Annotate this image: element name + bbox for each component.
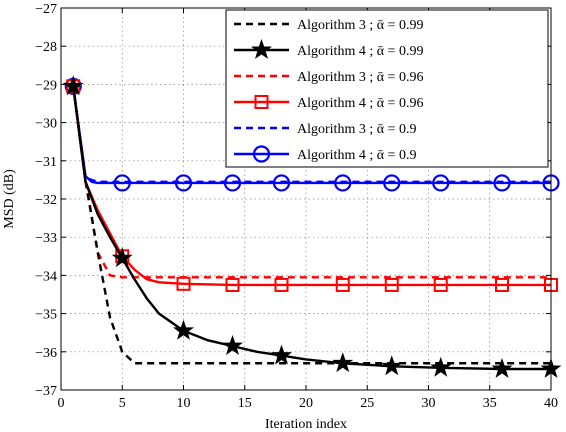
legend-marker-square: [254, 95, 269, 109]
data-point-circle: [432, 174, 450, 192]
data-point-circle: [383, 174, 401, 192]
y-tick-label: −37: [35, 384, 57, 399]
legend-label: Algorithm 3 ; ᾱ = 0.99: [297, 18, 423, 33]
x-tick-label: 15: [238, 396, 252, 411]
data-point-square: [384, 277, 399, 292]
legend-item: Algorithm 3 ; ᾱ = 0.99: [234, 18, 423, 33]
legend-marker-circle: [252, 145, 271, 163]
data-point-star: [271, 344, 292, 365]
legend-label: Algorithm 3 ; ᾱ = 0.96: [297, 70, 423, 85]
legend-label: Algorithm 4 ; ᾱ = 0.99: [297, 44, 423, 59]
x-tick-label: 5: [119, 396, 126, 411]
legend-item: Algorithm 3 ; ᾱ = 0.96: [234, 70, 423, 85]
series-layer: [62, 75, 562, 378]
y-axis-label: MSD (dB): [2, 169, 17, 229]
data-point-square: [335, 277, 350, 292]
y-tick-label: −36: [35, 346, 57, 361]
y-tick-label: −32: [35, 193, 57, 208]
x-tick-label: 30: [422, 396, 436, 411]
y-tick-label: −33: [35, 231, 57, 246]
y-tick-label: −35: [35, 308, 57, 323]
data-point-square: [225, 277, 240, 292]
series-1: [72, 86, 551, 365]
y-tick-label: −27: [35, 2, 57, 17]
legend-label: Algorithm 4 ; ᾱ = 0.9: [297, 148, 416, 163]
series-line: [72, 86, 551, 365]
y-tick-label: −31: [35, 155, 57, 170]
data-point-square: [274, 277, 289, 292]
legend-item: Algorithm 3 ; ᾱ = 0.9: [234, 122, 416, 137]
axes: 0 5 10 15 20 25 30 35 40 −27 −28 −29 −30 −31 −32 −33 −34…: [35, 2, 558, 411]
x-tick-label: 35: [483, 396, 497, 411]
legend-item: Algorithm 4 ; ᾱ = 0.96: [234, 95, 423, 111]
y-tick-label: −34: [35, 269, 57, 284]
x-axis-label: Iteration index: [265, 417, 347, 432]
legend: Algorithm 3 ; ᾱ = 0.99 Algorithm 4 ; ᾱ = …: [225, 9, 549, 168]
legend-label: Algorithm 4 ; ᾱ = 0.96: [297, 96, 423, 111]
legend-label: Algorithm 3 ; ᾱ = 0.9: [297, 122, 416, 137]
data-point-star: [173, 319, 194, 340]
data-point-star: [381, 355, 403, 376]
legend-box: [225, 9, 549, 168]
x-tick-label: 25: [360, 396, 374, 411]
data-point-square: [495, 277, 509, 292]
x-tick-label: 10: [177, 396, 191, 411]
x-tick-label: 40: [544, 396, 558, 411]
data-point-star: [111, 247, 133, 268]
y-tick-label: −29: [35, 78, 57, 93]
data-point-star: [222, 335, 243, 355]
legend-marker-star: [251, 38, 272, 59]
legend-item: Algorithm 4 ; ᾱ = 0.99: [234, 38, 423, 59]
data-point-star: [491, 357, 513, 378]
y-tick-label: −30: [35, 117, 57, 132]
x-tick-label: 20: [299, 396, 313, 411]
series-2: [62, 75, 562, 378]
series-line: [72, 86, 551, 184]
legend-item: Algorithm 4 ; ᾱ = 0.9: [234, 145, 416, 163]
data-point-square: [433, 277, 448, 292]
y-tick-label: −28: [35, 40, 57, 55]
series-5: [72, 86, 551, 184]
data-point-star: [430, 356, 452, 377]
x-tick-label: 0: [58, 396, 65, 411]
